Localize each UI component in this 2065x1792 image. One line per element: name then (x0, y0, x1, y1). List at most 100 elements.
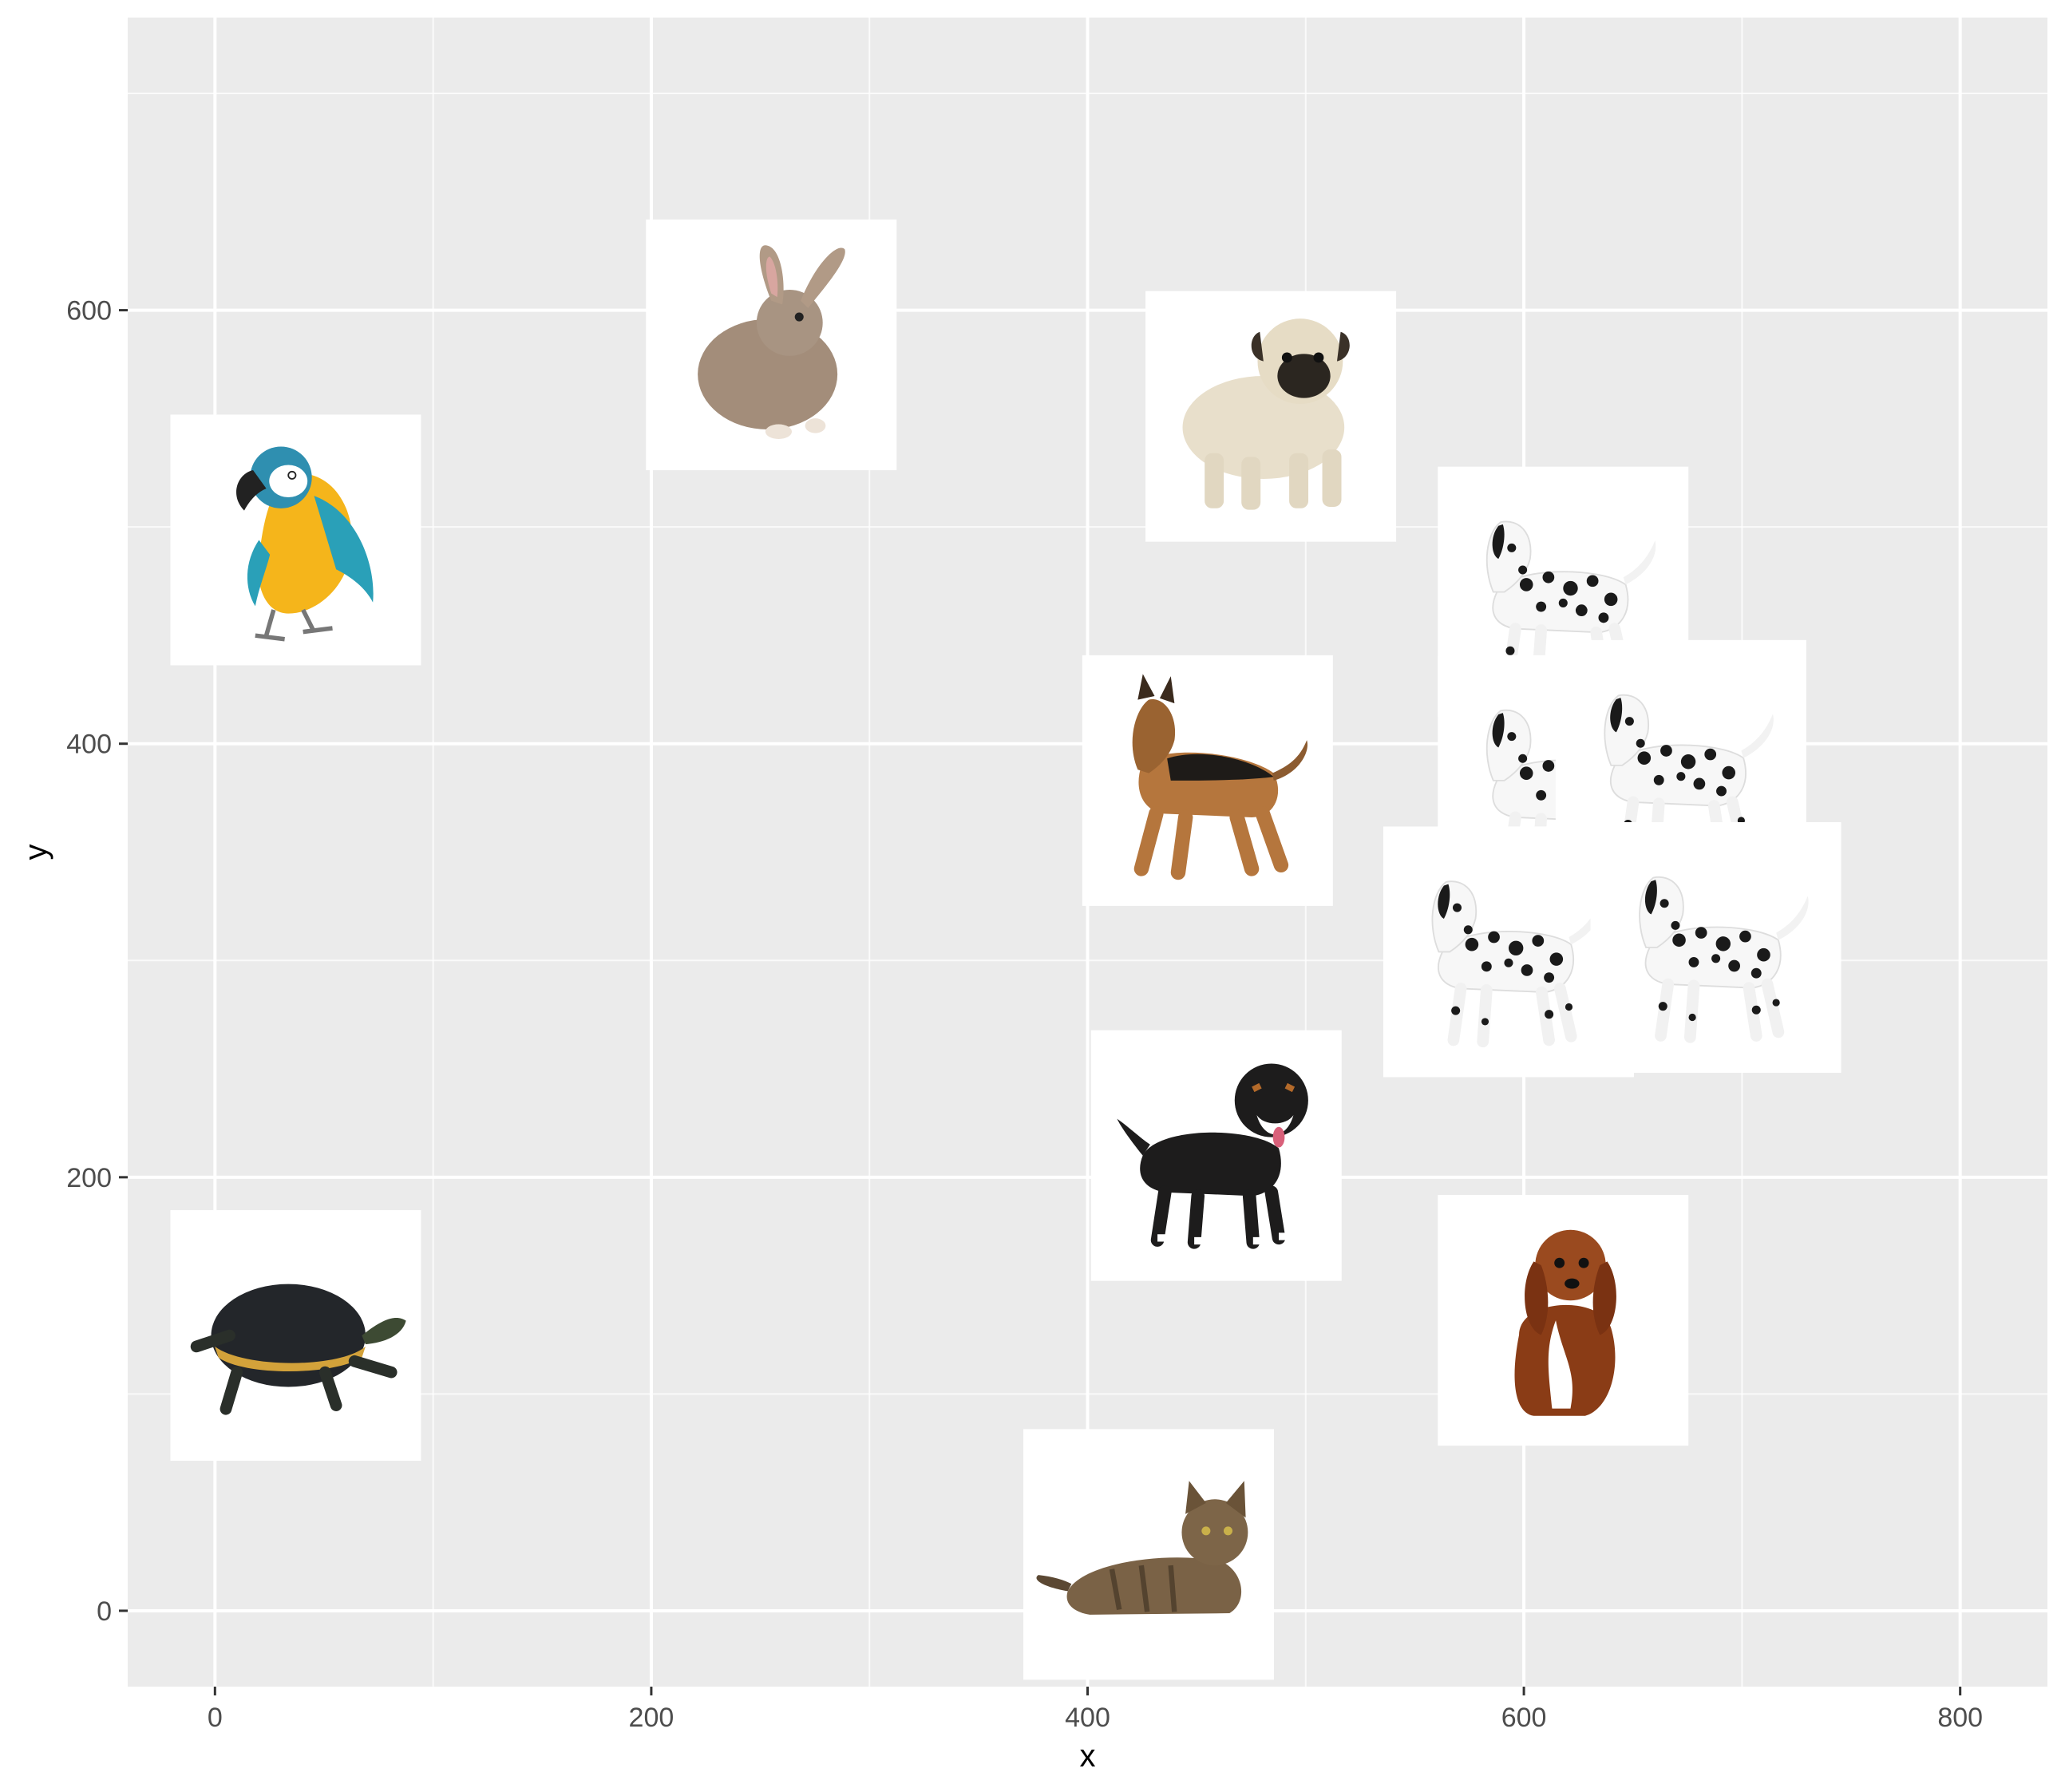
x-tick-label: 200 (629, 1703, 674, 1733)
rabbit-eye (794, 312, 804, 322)
dalmatian-icon (1639, 876, 1809, 1043)
spaniel-eye (1554, 1257, 1565, 1268)
dalmatian-spot (1504, 958, 1513, 967)
dalmatian-spot (1739, 930, 1751, 943)
data-point (1438, 1195, 1689, 1446)
dalmatian-spot (1563, 580, 1578, 596)
dalmatian-ear (1492, 713, 1505, 748)
dalmatian-spot (1660, 899, 1669, 908)
dalmatian-tail (1569, 900, 1601, 945)
dalmatian-spot (1604, 592, 1618, 607)
dalmatian-spot (1716, 785, 1727, 797)
dalmatian-spot (1658, 1002, 1667, 1011)
bernese-brows (1252, 1082, 1296, 1093)
dalmatian-spot (1695, 927, 1707, 939)
bernese-paws (1157, 1232, 1290, 1245)
dalmatian-spot (1481, 961, 1492, 972)
rabbit-ear-inner (765, 256, 778, 298)
x-tick-label: 0 (208, 1703, 223, 1733)
cat-ears (1185, 1481, 1246, 1518)
dalmatian-spot (1536, 601, 1547, 612)
dalmatian-spot (1728, 959, 1740, 972)
dalmatian-spot (1565, 1003, 1573, 1011)
turtle-shell-rim (215, 1346, 366, 1371)
dalmatian-spot (1505, 646, 1515, 655)
dalmatian-spot (1660, 745, 1672, 757)
dalmatian-spot (1542, 760, 1555, 772)
pug-eye (1281, 352, 1292, 363)
pug-leg (1205, 453, 1224, 508)
dalmatian-spot (1518, 754, 1528, 763)
dalmatian-tail (1623, 540, 1656, 585)
pug-leg-2 (1241, 457, 1261, 510)
parrot-eye (287, 470, 297, 480)
turtle-head (362, 1318, 406, 1345)
dalmatian-tail (1776, 896, 1809, 940)
bernese-tail (1117, 1118, 1150, 1156)
x-axis-title: x (1080, 1739, 1096, 1774)
dalmatian-spot (1507, 543, 1517, 552)
dalmatian-spot (1519, 766, 1533, 780)
cat-head (1181, 1499, 1248, 1566)
dalmatian-icon (1604, 694, 1774, 861)
spaniel-head (1535, 1229, 1606, 1301)
pug-leg-3 (1289, 453, 1309, 508)
dalmatian-spot (1688, 956, 1699, 967)
dalmatian-spot (1671, 920, 1680, 930)
dalmatian-spot (1624, 717, 1634, 726)
dalmatian-spot (1715, 936, 1731, 951)
dalmatian-spot (1549, 952, 1564, 966)
shepherd-ears (1137, 674, 1175, 704)
dalmatian-spot (1544, 972, 1555, 983)
dalmatian-icon (1485, 520, 1656, 688)
bernese-muzzle (1256, 1115, 1294, 1135)
spaniel-nose (1565, 1278, 1580, 1289)
parrot-wing-left (247, 540, 271, 607)
dalmatian-ear (1492, 524, 1505, 560)
shepherd-tail (1272, 740, 1308, 781)
data-point (170, 414, 421, 666)
turtle-legs (190, 1329, 398, 1415)
spaniel-eye-2 (1578, 1257, 1589, 1268)
data-point (170, 1210, 421, 1462)
cat-eye (1201, 1526, 1211, 1536)
bernese-head (1234, 1063, 1308, 1137)
dalmatian-spot (1586, 575, 1599, 587)
dalmatian-spot (1575, 604, 1588, 617)
y-axis-title: y (18, 845, 53, 860)
german-shepherd-icon (1132, 674, 1308, 880)
x-tick-label: 800 (1937, 1703, 1983, 1733)
dalmatian-spot (1688, 1013, 1696, 1022)
dalmatian-spot (1507, 732, 1517, 742)
dalmatian-spot (1451, 1006, 1461, 1015)
dalmatian-spot (1704, 748, 1717, 761)
dalmatian-spot (1772, 999, 1780, 1007)
shepherd-head (1132, 698, 1176, 773)
dalmatian-ear (1610, 698, 1623, 733)
shepherd-saddle (1167, 754, 1274, 781)
dalmatian-spot (1532, 935, 1545, 947)
data-point (646, 220, 897, 471)
dalmatian-spot (1463, 925, 1473, 935)
y-tick-label: 0 (97, 1596, 112, 1627)
dalmatian-spot (1637, 751, 1652, 765)
dalmatian-ear (1438, 884, 1450, 919)
cat-eye-2 (1223, 1526, 1233, 1536)
bernese-mix-dog-icon (1117, 1063, 1308, 1249)
shepherd-legs (1133, 806, 1289, 880)
rabbit-icon (698, 245, 845, 439)
rabbit-ear-right (801, 247, 845, 308)
bernese-body (1140, 1132, 1281, 1197)
bernese-legs (1150, 1185, 1286, 1249)
dalmatian-spot (1521, 964, 1533, 976)
parrot-icon (236, 446, 374, 642)
axis-ticks (119, 309, 1962, 1695)
point-layer (170, 220, 1841, 1680)
rabbit-foot (765, 424, 793, 439)
dalmatian-spot (1488, 931, 1500, 943)
dalmatian-spot (1722, 765, 1736, 780)
y-tick-label: 400 (66, 730, 112, 760)
pug-eye-2 (1313, 352, 1324, 363)
data-point (1082, 655, 1333, 906)
